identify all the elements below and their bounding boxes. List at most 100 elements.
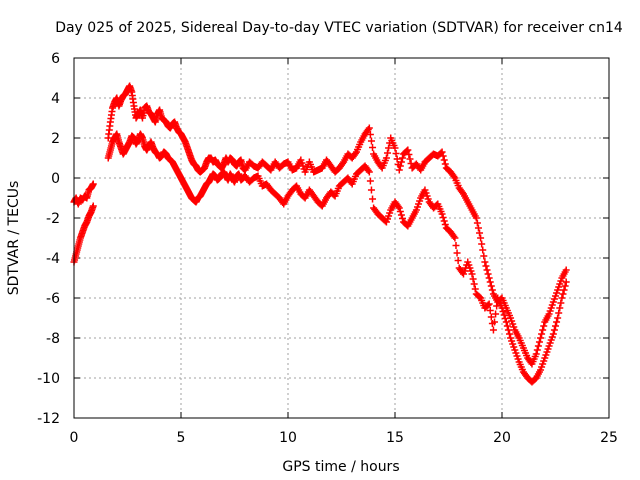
- data-point: [396, 162, 404, 170]
- x-tick-label: 20: [493, 430, 511, 446]
- data-point: [562, 266, 570, 274]
- y-tick-label: 2: [51, 131, 60, 147]
- data-point: [558, 294, 566, 302]
- data-point: [552, 322, 559, 330]
- x-tick-label: 0: [70, 430, 79, 446]
- data-point: [471, 285, 479, 293]
- y-tick-label: -2: [46, 211, 60, 227]
- data-point: [500, 311, 508, 319]
- data-point: [391, 144, 399, 152]
- data-point: [554, 314, 562, 322]
- data-point: [479, 246, 487, 254]
- data-point: [396, 208, 404, 215]
- data-point: [468, 270, 476, 278]
- data-point: [367, 186, 375, 194]
- data-point: [440, 156, 448, 164]
- data-point: [441, 221, 449, 228]
- data-point: [488, 286, 496, 294]
- data-point: [477, 234, 485, 242]
- data-point: [487, 313, 495, 321]
- data-point: [439, 214, 447, 221]
- data-point: [559, 290, 567, 298]
- data-point: [535, 338, 543, 346]
- data-point: [385, 144, 393, 152]
- data-point: [472, 214, 480, 222]
- data-point: [364, 126, 372, 133]
- data-point: [369, 195, 377, 203]
- data-point: [438, 210, 446, 218]
- data-point: [351, 150, 359, 157]
- data-point: [499, 308, 507, 315]
- data-point: [365, 124, 373, 132]
- data-point: [560, 286, 568, 294]
- data-point: [397, 211, 405, 219]
- data-point: [485, 300, 493, 308]
- data-point: [470, 280, 478, 288]
- x-axis-label: GPS time / hours: [282, 459, 399, 475]
- data-point: [438, 148, 446, 156]
- data-point: [439, 152, 447, 160]
- data-point: [398, 154, 406, 162]
- data-point: [366, 177, 374, 185]
- y-tick-labels: -12 -10 -8 -6 -4 -2 0 2 4 6: [37, 51, 60, 427]
- plot-frame: [73, 57, 610, 419]
- data-point: [398, 215, 406, 222]
- data-point: [450, 233, 458, 240]
- data-point: [405, 151, 413, 158]
- data-point: [549, 330, 557, 338]
- y-axis-label: SDTVAR / TECUs: [6, 181, 22, 296]
- data-point: [483, 266, 491, 274]
- data-point: [364, 167, 372, 174]
- data-point: [484, 301, 492, 309]
- data-point: [394, 203, 402, 210]
- data-point: [469, 275, 477, 283]
- data-point: [478, 240, 486, 248]
- data-point: [395, 166, 403, 174]
- data-point: [482, 262, 490, 270]
- data-point: [484, 270, 492, 278]
- data-point: [486, 307, 494, 314]
- data-point: [538, 330, 546, 338]
- data-point: [451, 234, 459, 242]
- data-point: [492, 310, 500, 318]
- data-point: [473, 219, 481, 227]
- data-point: [501, 315, 509, 322]
- data-point: [404, 146, 412, 154]
- data-point: [561, 282, 569, 290]
- data-point: [392, 150, 400, 157]
- data-point: [384, 149, 392, 157]
- data-point: [453, 249, 461, 257]
- data-point: [498, 304, 506, 312]
- data-point: [489, 326, 497, 334]
- data-point: [474, 224, 482, 232]
- data-point: [505, 330, 513, 338]
- data-point: [397, 158, 405, 166]
- data-point: [539, 326, 547, 334]
- data-points: [70, 82, 570, 386]
- data-point: [450, 173, 458, 180]
- data-point: [89, 202, 97, 210]
- y-tick-label: 6: [51, 51, 60, 67]
- data-point: [555, 309, 563, 317]
- x-tick-label: 5: [177, 430, 186, 446]
- data-point: [534, 342, 542, 350]
- data-point: [369, 144, 377, 151]
- data-point: [562, 278, 570, 286]
- y-tick-label: -6: [46, 291, 60, 307]
- y-tick-label: -10: [37, 371, 60, 387]
- x-tick-label: 15: [386, 430, 404, 446]
- data-point: [485, 274, 493, 282]
- data-point: [393, 155, 401, 163]
- data-point: [89, 180, 97, 188]
- data-point: [503, 322, 511, 330]
- data-point: [533, 346, 541, 354]
- x-tick-label: 25: [600, 430, 618, 446]
- data-point: [440, 217, 448, 225]
- data-point: [486, 278, 494, 286]
- data-point: [480, 252, 488, 260]
- data-point: [556, 304, 564, 312]
- data-point: [382, 154, 390, 162]
- data-point: [395, 204, 403, 212]
- y-tick-label: 4: [51, 91, 60, 107]
